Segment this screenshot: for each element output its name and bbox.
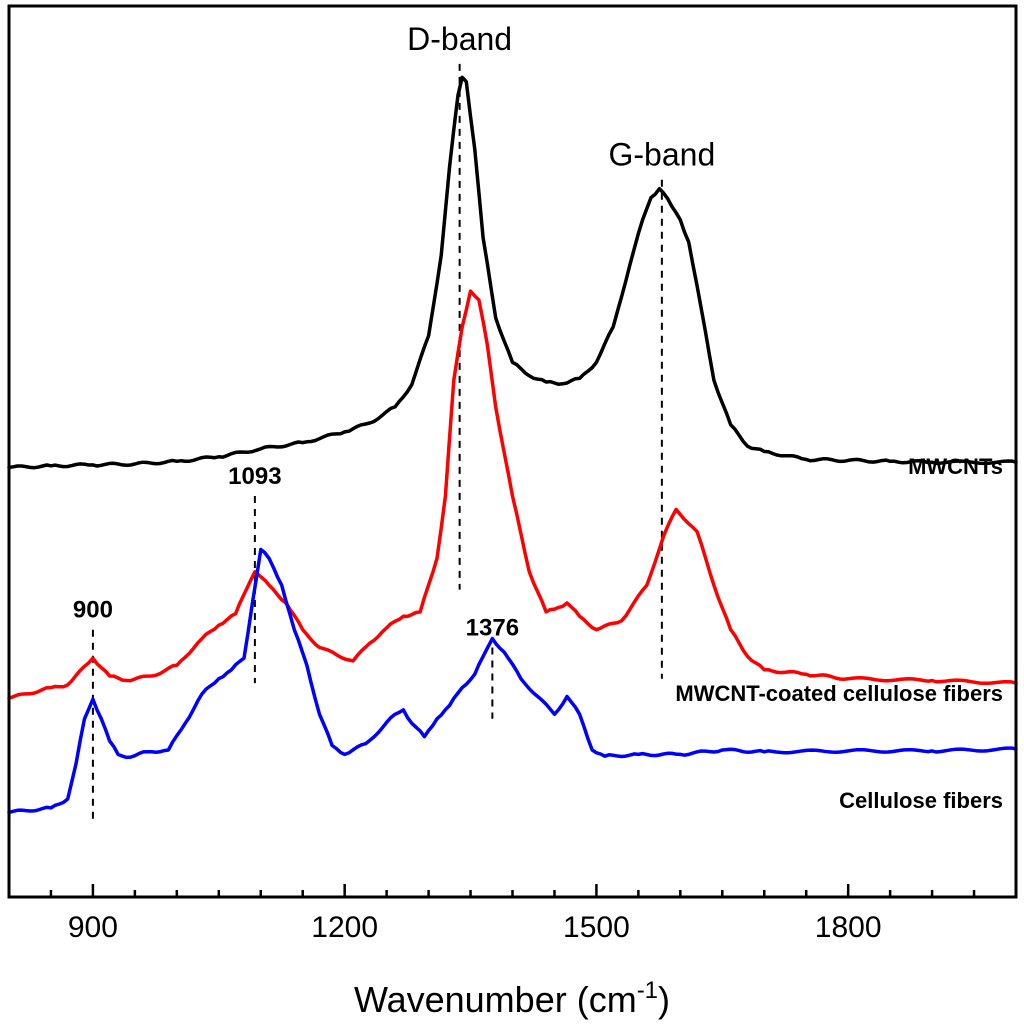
- x-axis-title-close: ): [658, 979, 670, 1020]
- x-axis-title: Wavenumber (cm-1): [354, 977, 670, 1020]
- x-axis-ticks: 900 1200 1500 1800: [49, 884, 976, 944]
- series-line-cellulose-fibers: [7, 547, 1018, 815]
- x-tick-label-1200: 1200: [311, 911, 378, 944]
- plot-frame: [7, 4, 1018, 899]
- band-label-g-band: G-band: [609, 137, 716, 173]
- series-layer: MWCNTs MWCNT-coated cellulose fibers Cellu…: [7, 75, 1018, 815]
- series-line-mwcnt-coated-cellulose-fibers: [7, 289, 1018, 701]
- peak-label-1093: 1093: [228, 463, 281, 490]
- series-line-mwcnts: [7, 75, 1018, 470]
- x-axis-title-main: Wavenumber (cm: [354, 979, 637, 1020]
- band-label-d-band: D-band: [407, 21, 512, 57]
- series-label-mwcnts: MWCNTs: [908, 454, 1003, 479]
- peak-label-900: 900: [73, 597, 113, 624]
- x-tick-label-1500: 1500: [563, 911, 630, 944]
- x-tick-label-1800: 1800: [815, 911, 882, 944]
- x-axis-title-superscript: -1: [637, 977, 658, 1004]
- series-label-cellulose-fibers: Cellulose fibers: [839, 788, 1003, 813]
- x-tick-label-900: 900: [68, 911, 118, 944]
- series-label-mwcnt-coated-cellulose-fibers: MWCNT-coated cellulose fibers: [675, 681, 1003, 706]
